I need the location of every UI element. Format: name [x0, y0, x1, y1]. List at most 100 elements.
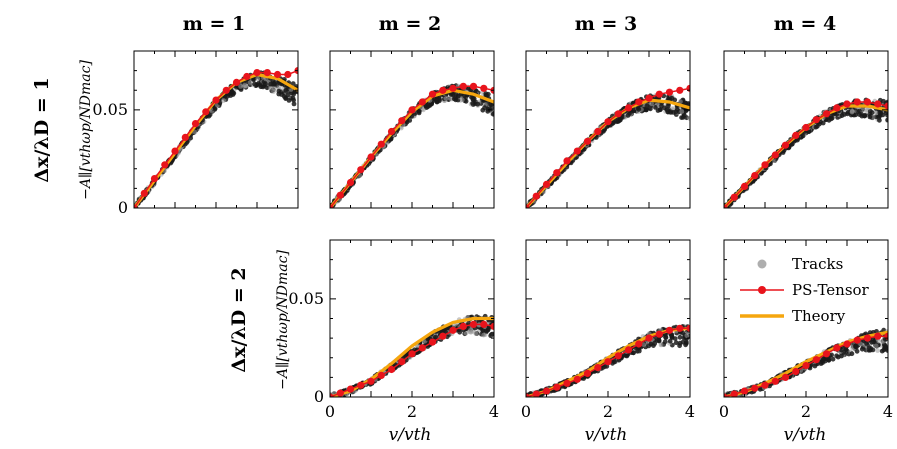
- tracks-point: [252, 81, 258, 87]
- tracks-point: [473, 331, 479, 336]
- ps-tensor-marker: [526, 393, 530, 397]
- tracks-point: [670, 106, 676, 111]
- tracks-point: [658, 342, 664, 348]
- tracks-point: [839, 347, 844, 353]
- panel-r1c1: 0 0.05 0 2 4: [288, 239, 499, 421]
- tracks-point: [677, 343, 682, 349]
- ps-tensor-marker: [730, 390, 738, 397]
- x-tick-label: 4: [489, 402, 499, 421]
- tracks-point: [490, 111, 494, 117]
- ps-tensor-marker: [573, 375, 581, 383]
- xlabel-col3: v/vth: [784, 425, 827, 445]
- ps-tensor-marker: [751, 172, 759, 180]
- tracks-point: [658, 107, 663, 113]
- legend-label: PS-Tensor: [792, 281, 870, 299]
- tracks-point: [855, 109, 861, 115]
- tracks-point: [877, 117, 882, 123]
- tracks-point: [404, 119, 410, 125]
- tracks-point: [242, 82, 248, 88]
- panel-plot-area: [526, 324, 690, 397]
- tracks-point: [883, 110, 888, 116]
- tracks-point: [683, 100, 688, 106]
- tracks-point: [664, 107, 670, 112]
- y-tick-label: 0.05: [288, 289, 324, 308]
- ps-tensor-marker: [740, 387, 749, 395]
- tracks-point: [276, 91, 282, 97]
- ps-tensor-marker: [398, 358, 406, 366]
- tracks-point: [843, 347, 849, 353]
- tracks-point: [447, 96, 453, 101]
- ylabel-row1: −A∥[vthωp/NDmac]: [275, 250, 291, 390]
- ps-tensor-marker: [573, 147, 581, 155]
- legend: Tracks PS-Tensor Theory: [740, 255, 870, 325]
- ps-tensor-marker: [336, 389, 344, 397]
- ps-tensor-marker: [542, 180, 551, 188]
- ps-tensor-marker: [624, 104, 633, 112]
- panel-ticks: [723, 239, 889, 398]
- ps-tensor-marker: [771, 151, 779, 159]
- ps-tensor-marker: [330, 204, 334, 208]
- tracks-point: [659, 103, 664, 109]
- ps-tensor-marker: [357, 381, 365, 389]
- ps-tensor-marker: [884, 102, 888, 110]
- ps-tensor-marker: [480, 320, 488, 328]
- tracks-point: [820, 357, 826, 362]
- ps-tensor-marker: [781, 373, 790, 381]
- y-tick-label: 0: [118, 198, 128, 217]
- ps-tensor-marker: [346, 178, 355, 187]
- tracks-point: [873, 114, 879, 120]
- ps-tensor-marker: [645, 334, 653, 342]
- ps-tensor-marker: [418, 98, 426, 106]
- ps-tensor-marker: [792, 131, 800, 139]
- ps-tensor-marker: [459, 82, 467, 90]
- tracks-point: [866, 345, 872, 351]
- tracks-point: [641, 342, 646, 347]
- ps-tensor-marker: [604, 118, 612, 126]
- tracks-point: [581, 376, 586, 381]
- tracks-point: [427, 103, 433, 108]
- ps-tensor-marker: [222, 86, 230, 94]
- tracks-point: [869, 339, 875, 345]
- tracks-point: [134, 207, 136, 208]
- tracks-point: [662, 339, 668, 345]
- x-tick-label: 0: [325, 402, 335, 421]
- tracks-point: [484, 92, 490, 98]
- ps-tensor-marker: [874, 332, 882, 340]
- column-title-m3: m = 3: [575, 13, 637, 35]
- ps-tensor-marker: [583, 137, 592, 145]
- ps-tensor-marker: [480, 84, 488, 92]
- ps-tensor-marker: [469, 320, 478, 328]
- tracks-point: [873, 343, 879, 349]
- tracks-point: [443, 96, 449, 101]
- tracks-point: [268, 85, 273, 91]
- ps-tensor-marker: [614, 352, 622, 360]
- ps-tensor-marker: [761, 161, 769, 169]
- tracks-point: [281, 94, 287, 99]
- panel-background: [330, 51, 494, 208]
- tracks-point: [881, 98, 886, 104]
- ps-tensor-marker: [542, 387, 551, 395]
- ps-tensor-marker: [398, 117, 406, 125]
- panel-plot-area: [134, 67, 298, 208]
- ps-tensor-marker: [655, 330, 663, 338]
- ps-tensor-marker: [134, 204, 138, 208]
- tracks-point: [475, 101, 481, 107]
- ps-tensor-marker: [469, 82, 478, 90]
- ps-tensor-marker: [833, 104, 841, 112]
- ps-tensor-marker: [635, 340, 643, 348]
- row-title-dx2: Δx/λD = 2: [228, 267, 250, 372]
- tracks-point: [673, 340, 679, 346]
- x-tick-label: 2: [603, 402, 613, 421]
- tracks-point: [290, 81, 296, 86]
- x-tick-label: 2: [801, 402, 811, 421]
- ps-tensor-marker: [761, 381, 769, 389]
- tracks-point: [648, 341, 654, 347]
- ps-tensor-marker: [792, 367, 800, 376]
- tracks-point: [238, 84, 244, 89]
- ps-tensor-marker: [563, 379, 571, 387]
- tracks-point: [271, 89, 276, 94]
- panel-r0c3: [723, 50, 889, 209]
- tracks-point: [291, 89, 297, 95]
- ps-tensor-marker: [724, 204, 728, 208]
